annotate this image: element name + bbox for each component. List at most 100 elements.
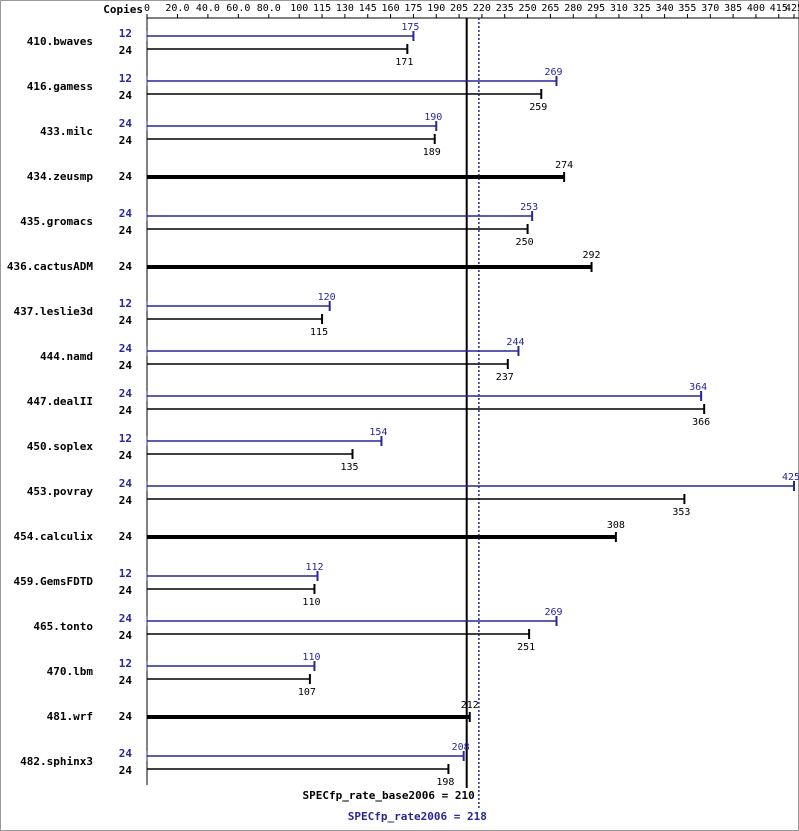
copies-label: 24 (119, 359, 133, 372)
copies-label: 24 (119, 629, 133, 642)
copies-label: 24 (119, 584, 133, 597)
category-label: 444.namd (40, 350, 93, 363)
value-label: 269 (544, 607, 562, 618)
copies-label: 24 (119, 224, 133, 237)
copies-label: 12 (119, 297, 132, 310)
category-label: 470.lbm (47, 665, 94, 678)
value-label: 366 (692, 417, 710, 428)
x-tick-label: 235 (496, 3, 514, 14)
x-tick-label: 355 (678, 3, 696, 14)
copies-label: 24 (119, 764, 133, 777)
x-tick-label: 400 (747, 3, 765, 14)
copies-label: 24 (119, 387, 133, 400)
copies-label: 24 (119, 342, 133, 355)
copies-label: 24 (119, 449, 133, 462)
value-label: 425 (782, 472, 799, 483)
copies-label: 12 (119, 657, 132, 670)
x-tick-label: 145 (359, 3, 377, 14)
copies-label: 24 (119, 134, 133, 147)
x-tick-label: 20.0 (165, 3, 189, 14)
value-label: 253 (520, 202, 538, 213)
copies-label: 24 (119, 530, 133, 543)
x-tick-label: 205 (450, 3, 468, 14)
copies-label: 12 (119, 27, 132, 40)
copies-label: 24 (119, 314, 133, 327)
x-tick-label: 385 (724, 3, 742, 14)
value-label: 244 (506, 337, 524, 348)
category-label: 433.milc (40, 125, 93, 138)
value-label: 251 (517, 642, 535, 653)
copies-label: 24 (119, 404, 133, 417)
copies-label: 12 (119, 72, 132, 85)
value-label: 198 (436, 777, 454, 788)
value-label: 110 (302, 652, 320, 663)
value-label: 189 (423, 147, 441, 158)
category-label: 481.wrf (47, 710, 93, 723)
copies-label: 24 (119, 260, 133, 273)
x-tick-label: 115 (313, 3, 331, 14)
value-label: 135 (340, 462, 358, 473)
value-label: 208 (452, 742, 470, 753)
copies-label: 24 (119, 44, 133, 57)
x-tick-label: 130 (336, 3, 354, 14)
category-label: 416.gamess (27, 80, 93, 93)
copies-label: 24 (119, 612, 133, 625)
value-label: 112 (305, 562, 323, 573)
category-label: 465.tonto (33, 620, 93, 633)
value-label: 110 (302, 597, 320, 608)
x-tick-label: 100 (290, 3, 308, 14)
category-label: 436.cactusADM (7, 260, 93, 273)
copies-label: 24 (119, 117, 133, 130)
value-label: 269 (544, 67, 562, 78)
copies-label: 24 (119, 674, 133, 687)
value-label: 250 (516, 237, 534, 248)
value-label: 212 (461, 700, 479, 711)
x-tick-label: 415 (770, 3, 788, 14)
copies-label: 12 (119, 432, 132, 445)
category-label: 447.dealII (27, 395, 93, 408)
value-label: 175 (401, 22, 419, 33)
category-label: 459.GemsFDTD (14, 575, 94, 588)
value-label: 115 (310, 327, 328, 338)
category-label: 437.leslie3d (14, 305, 93, 318)
x-tick-label: 175 (404, 3, 422, 14)
copies-header: Copies (103, 3, 143, 16)
value-label: 190 (424, 112, 442, 123)
x-tick-label: 325 (633, 3, 651, 14)
value-label: 237 (496, 372, 514, 383)
value-label: 353 (672, 507, 690, 518)
x-tick-label: 295 (587, 3, 605, 14)
category-label: 482.sphinx3 (20, 755, 93, 768)
copies-label: 24 (119, 207, 133, 220)
value-label: 107 (298, 687, 316, 698)
x-tick-label: 80.0 (257, 3, 281, 14)
category-label: 410.bwaves (27, 35, 93, 48)
x-tick-label: 280 (564, 3, 582, 14)
value-label: 274 (555, 160, 573, 171)
x-tick-label: 190 (427, 3, 445, 14)
x-tick-label: 40.0 (196, 3, 220, 14)
x-tick-label: 265 (541, 3, 559, 14)
x-tick-label: 340 (656, 3, 674, 14)
reference-label: SPECfp_rate_base2006 = 210 (303, 789, 475, 802)
x-tick-label: 370 (701, 3, 719, 14)
copies-label: 24 (119, 477, 133, 490)
value-label: 364 (689, 382, 707, 393)
value-label: 308 (607, 520, 625, 531)
copies-label: 24 (119, 89, 133, 102)
x-tick-label: 310 (610, 3, 628, 14)
value-label: 154 (369, 427, 387, 438)
value-label: 292 (582, 250, 600, 261)
x-tick-label: 60.0 (226, 3, 250, 14)
category-label: 434.zeusmp (27, 170, 94, 183)
x-tick-label: 160 (382, 3, 400, 14)
copies-label: 24 (119, 494, 133, 507)
copies-label: 12 (119, 567, 132, 580)
value-label: 171 (395, 57, 413, 68)
reference-label: SPECfp_rate2006 = 218 (348, 810, 487, 823)
x-tick-label: 0 (144, 3, 150, 14)
x-tick-label: 425 (785, 3, 799, 14)
x-tick-label: 220 (473, 3, 491, 14)
